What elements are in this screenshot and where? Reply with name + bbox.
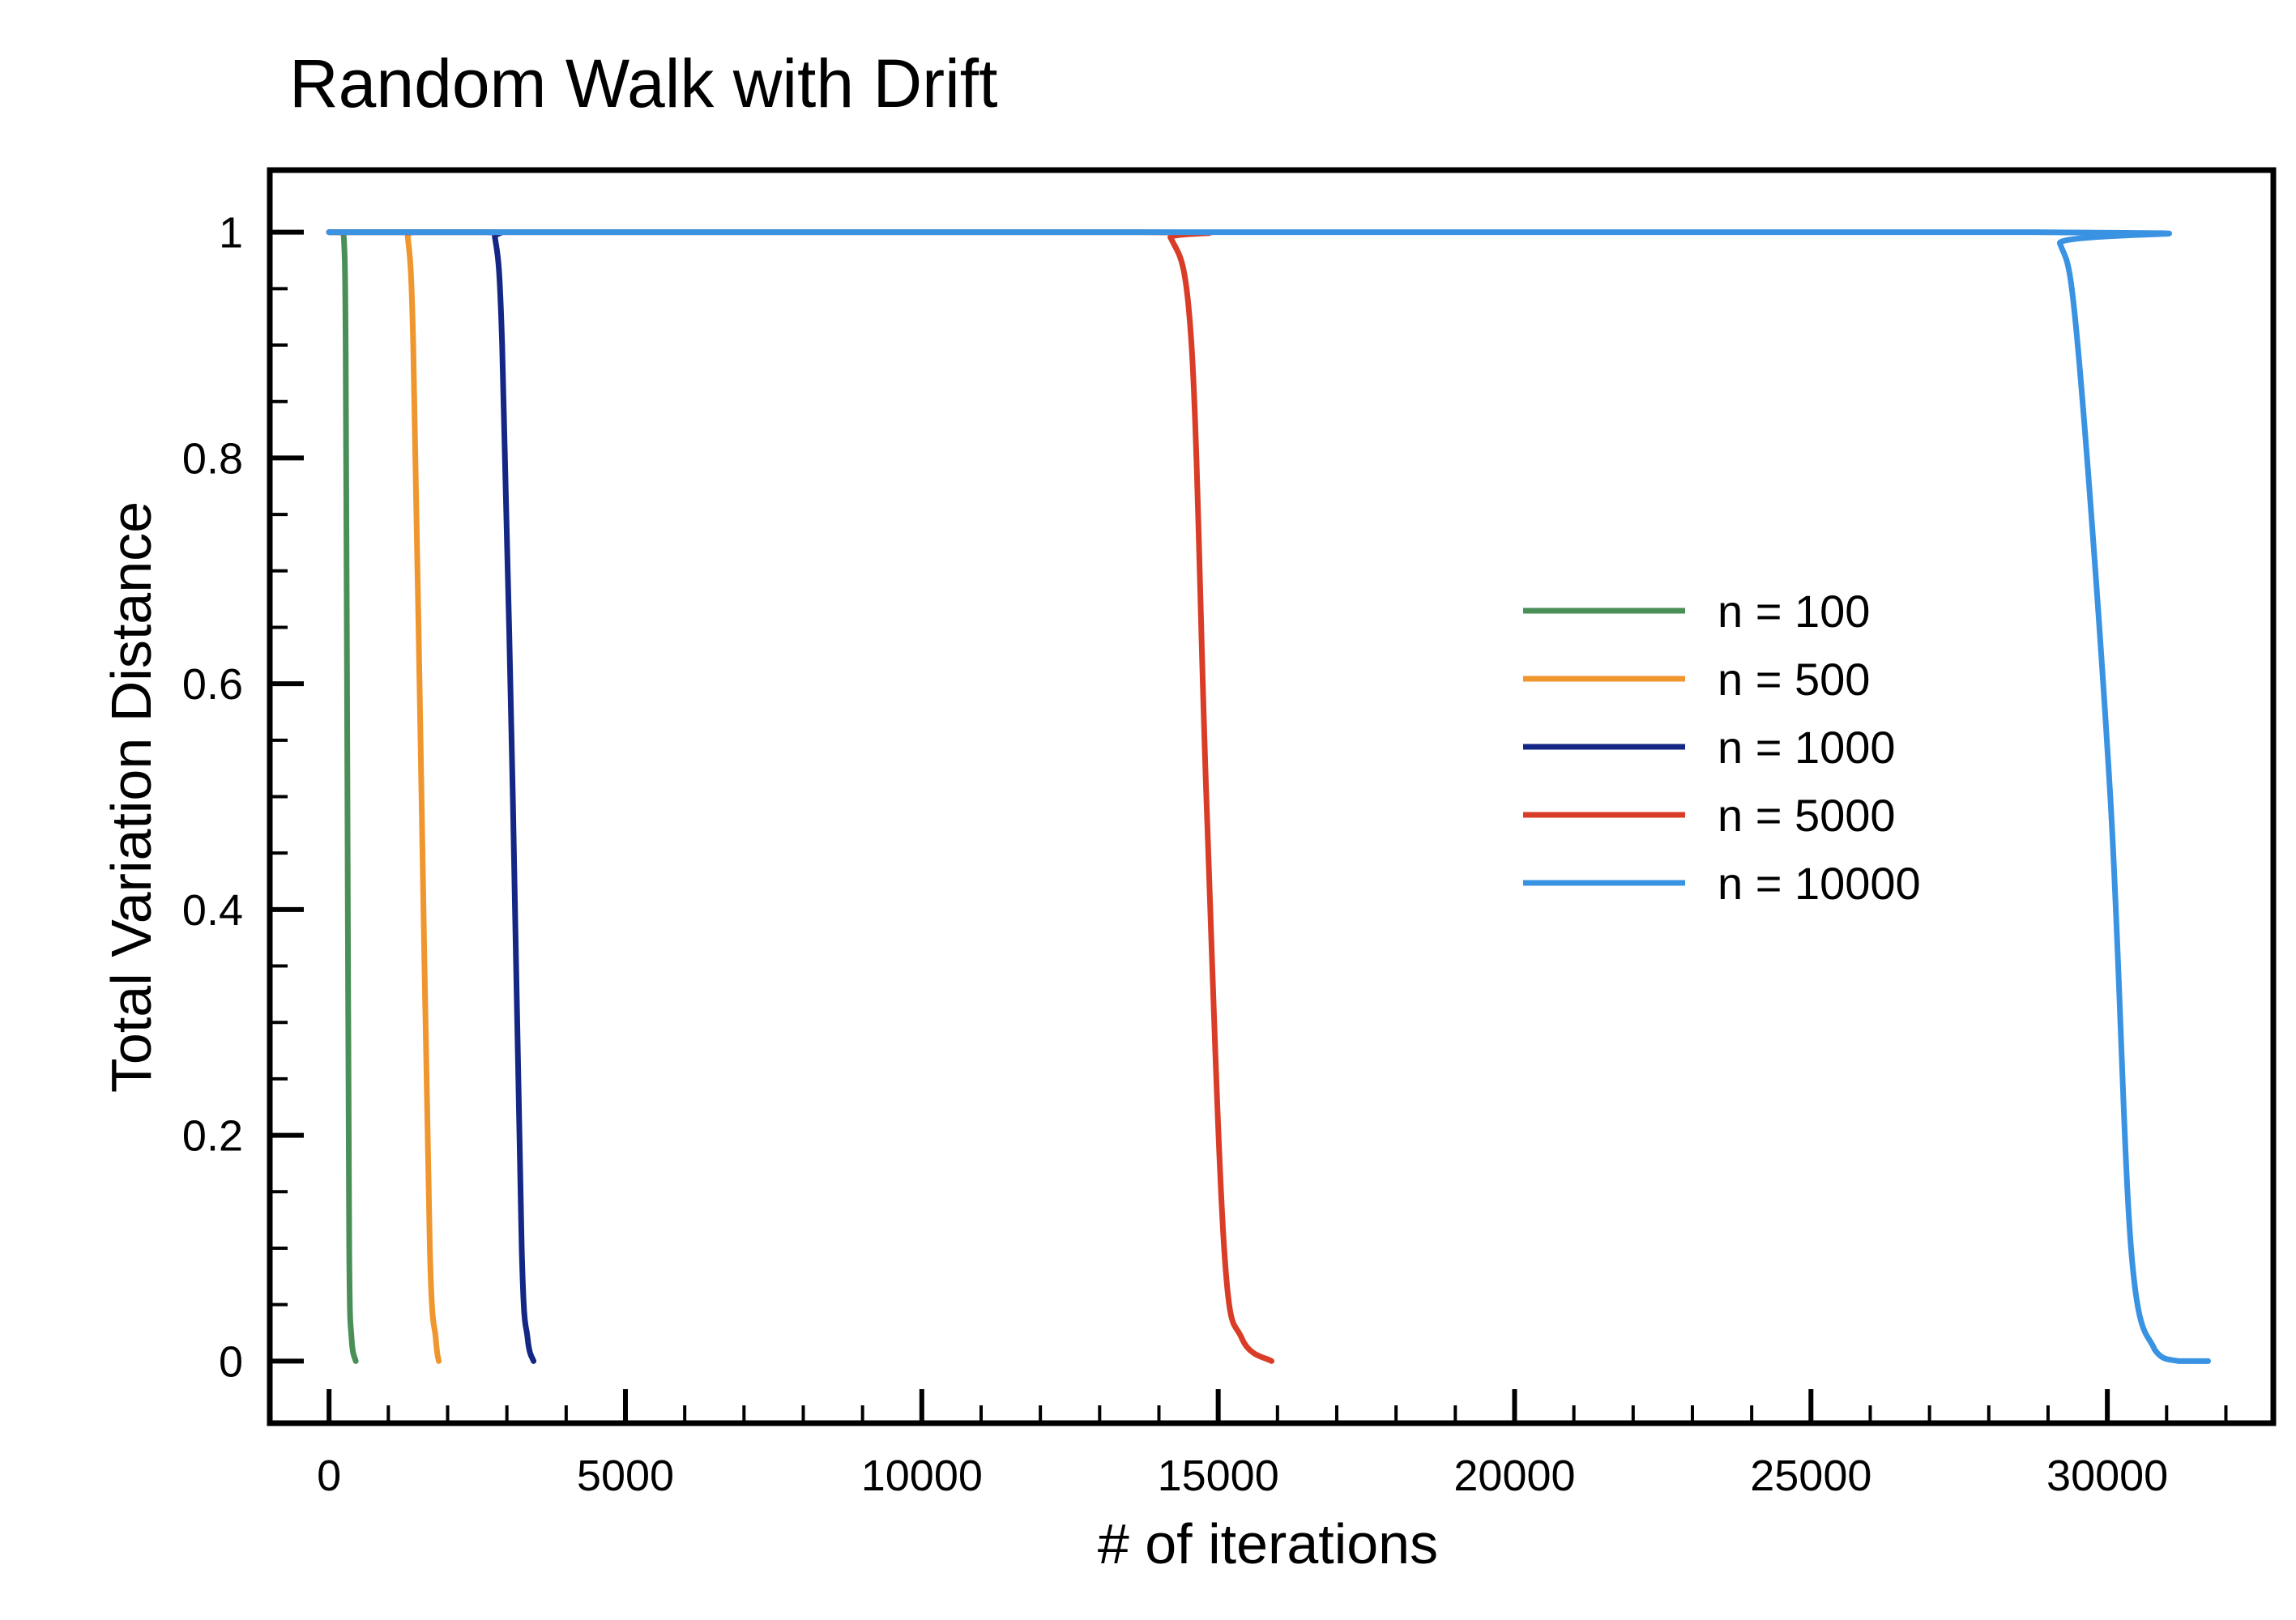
legend-label: n = 100	[1718, 586, 1870, 637]
legend-label: n = 10000	[1718, 858, 1921, 909]
x-tick-label: 5000	[577, 1452, 674, 1500]
x-tick-label: 15000	[1158, 1452, 1279, 1500]
series-layer	[326, 229, 2212, 1364]
y-tick-label: 0.2	[182, 1112, 243, 1161]
y-tick-label: 0.6	[182, 660, 243, 709]
x-tick-label: 10000	[861, 1452, 983, 1500]
x-tick-label: 25000	[1750, 1452, 1871, 1500]
x-tick-label: 0	[317, 1452, 341, 1500]
chart-title: Random Walk with Drift	[289, 45, 997, 122]
y-tick-label: 0.4	[182, 886, 243, 935]
legend: n = 100 n = 500 n = 1000 n = 5000 n = 10000	[1523, 586, 1921, 909]
x-tick-label: 30000	[2046, 1452, 2168, 1500]
series-line-1	[326, 229, 359, 1364]
y-tick-label: 0	[219, 1337, 243, 1386]
y-axis-label: Total Variation Distance	[100, 501, 163, 1093]
legend-label: n = 500	[1718, 654, 1870, 705]
series-line-5	[326, 229, 2212, 1364]
y-tick-label: 0.8	[182, 434, 243, 483]
series-line-4	[326, 229, 1274, 1364]
y-tick-label: 1	[219, 209, 243, 258]
legend-label: n = 5000	[1718, 790, 1896, 841]
plot-frame	[267, 167, 2277, 1426]
legend-label: n = 1000	[1718, 722, 1896, 773]
x-axis-label: # of iterations	[1098, 1512, 1438, 1575]
x-axis: 0 5000 10000 15000 20000 25000 30000	[268, 1389, 2228, 1500]
y-axis: 0 0.2 0.4 0.6 0.8 1	[182, 209, 304, 1386]
x-tick-label: 20000	[1453, 1452, 1575, 1500]
